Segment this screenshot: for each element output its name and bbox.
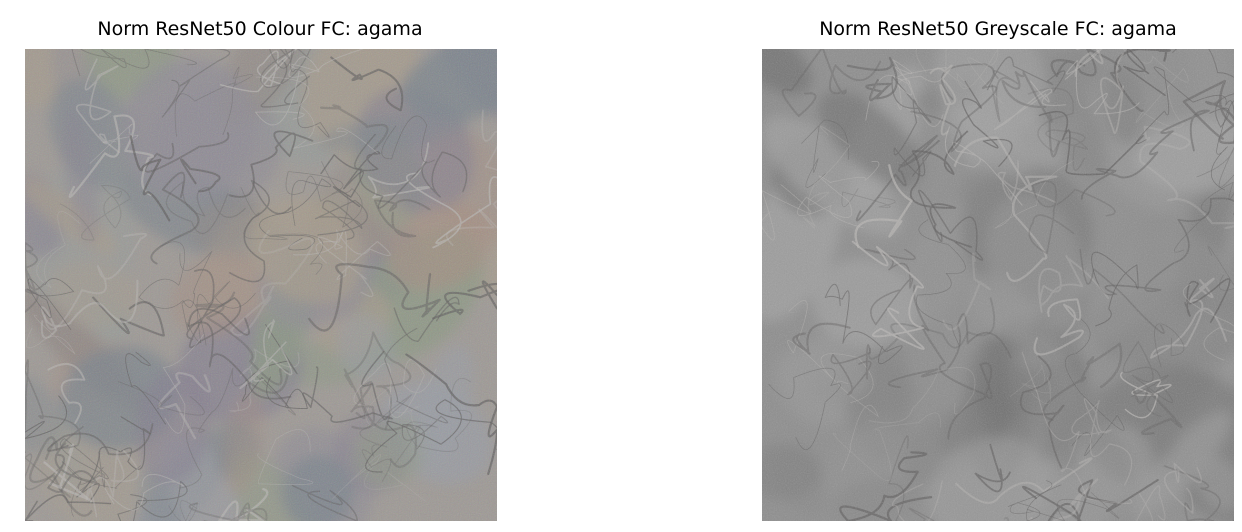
colour-agama-image [25,49,497,521]
greyscale-panel-title: Norm ResNet50 Greyscale FC: agama [819,18,1177,40]
greyscale-agama-image [762,49,1234,521]
colour-panel: Norm ResNet50 Colour FC: agama [25,18,497,521]
colour-panel-title: Norm ResNet50 Colour FC: agama [97,18,423,40]
greyscale-panel: Norm ResNet50 Greyscale FC: agama [621,0,1242,532]
